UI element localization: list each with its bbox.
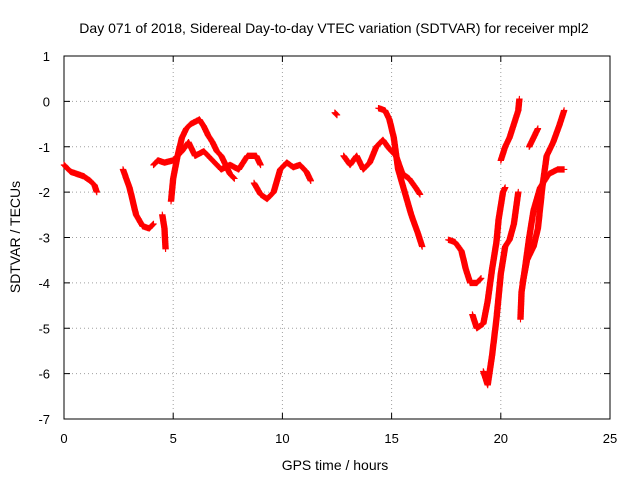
y-tick-label: -7 [38,412,50,427]
x-axis-label: GPS time / hours [282,457,389,473]
x-tick-label: 10 [275,431,289,446]
data-point-cluster [159,211,169,252]
x-tick-label: 25 [603,431,617,446]
chart-title: Day 071 of 2018, Sidereal Day-to-day VTE… [79,20,589,36]
x-tick-label: 20 [494,431,508,446]
y-axis-label: SDTVAR / TECUs [7,181,23,293]
y-tick-label: -2 [38,185,50,200]
data-point-cluster [480,188,522,389]
y-tick-label: -5 [38,321,50,336]
x-tick-label: 0 [60,431,67,446]
data-point-cluster [119,166,157,232]
data-point-cluster [519,107,568,287]
data-point-cluster [445,236,485,287]
y-tick-label: -6 [38,367,50,382]
x-tick-label: 5 [170,431,177,446]
data-point-cluster [150,139,264,173]
data-point-cluster [167,116,238,205]
grid [64,56,610,419]
y-tick-label: -3 [38,231,50,246]
y-tick-label: 1 [43,49,50,64]
y-tick-label: -4 [38,276,50,291]
data-point-cluster [469,184,509,332]
x-tick-label: 15 [384,431,398,446]
data-point-cluster [60,161,100,196]
data-point-cluster [375,105,426,250]
data-series [60,95,568,389]
y-tick-label: 0 [43,94,50,109]
y-tick-label: -1 [38,140,50,155]
data-point-cluster [340,136,424,198]
data-point-cluster [497,95,523,164]
data-point-cluster [331,109,341,119]
data-point-cluster [526,125,542,150]
data-point-cluster [250,159,314,203]
